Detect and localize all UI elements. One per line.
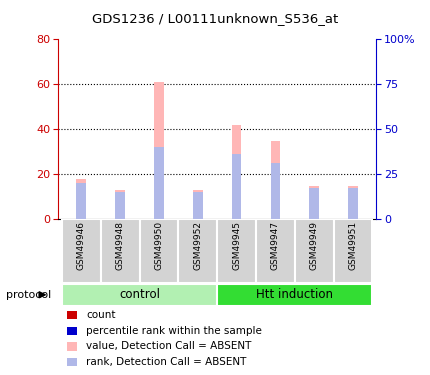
Text: GSM49946: GSM49946	[77, 221, 86, 270]
Bar	[77, 183, 86, 219]
Text: GSM49948: GSM49948	[116, 221, 125, 270]
Text: GSM49952: GSM49952	[193, 221, 202, 270]
Bar	[270, 163, 280, 219]
Bar	[178, 219, 217, 283]
Bar	[348, 188, 358, 219]
Bar	[62, 284, 217, 306]
Text: protocol: protocol	[6, 290, 52, 300]
Bar	[217, 284, 372, 306]
Text: control: control	[119, 288, 160, 301]
Bar	[140, 219, 178, 283]
Text: GSM49951: GSM49951	[348, 221, 357, 270]
Bar	[270, 141, 280, 219]
Bar	[154, 82, 164, 219]
Text: GSM49947: GSM49947	[271, 221, 280, 270]
Text: GSM49949: GSM49949	[310, 221, 319, 270]
Text: value, Detection Call = ABSENT: value, Detection Call = ABSENT	[86, 342, 252, 351]
Bar	[193, 190, 203, 219]
Bar	[309, 188, 319, 219]
Bar	[154, 147, 164, 219]
Bar	[193, 192, 203, 219]
Text: GSM49945: GSM49945	[232, 221, 241, 270]
Bar	[62, 219, 101, 283]
Bar	[115, 190, 125, 219]
Text: percentile rank within the sample: percentile rank within the sample	[86, 326, 262, 336]
Bar	[232, 154, 241, 219]
Bar	[295, 219, 334, 283]
Text: GSM49950: GSM49950	[154, 221, 163, 270]
Bar	[101, 219, 140, 283]
Bar	[115, 192, 125, 219]
Text: rank, Detection Call = ABSENT: rank, Detection Call = ABSENT	[86, 357, 246, 367]
Text: GDS1236 / L00111unknown_S536_at: GDS1236 / L00111unknown_S536_at	[92, 12, 338, 25]
Text: count: count	[86, 310, 116, 320]
Bar	[232, 125, 241, 219]
Bar	[217, 219, 256, 283]
Bar	[348, 186, 358, 219]
Text: Htt induction: Htt induction	[256, 288, 333, 301]
Bar	[77, 179, 86, 219]
Bar	[309, 186, 319, 219]
Bar	[334, 219, 372, 283]
Bar	[256, 219, 295, 283]
